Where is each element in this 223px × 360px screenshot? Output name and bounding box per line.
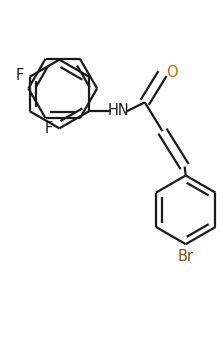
Text: HN: HN (107, 103, 129, 118)
Text: F: F (16, 68, 24, 83)
Text: F: F (45, 121, 53, 136)
Text: O: O (166, 65, 178, 80)
Text: Br: Br (178, 249, 194, 264)
